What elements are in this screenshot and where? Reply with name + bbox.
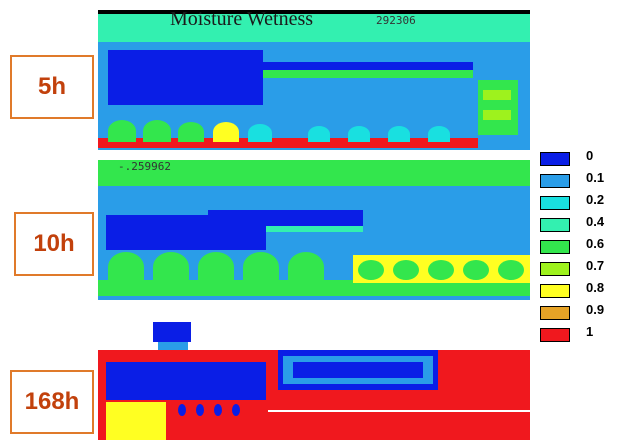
dome — [108, 120, 136, 142]
dome — [428, 126, 450, 142]
legend-swatch — [540, 306, 570, 320]
small-top-block — [153, 322, 191, 342]
bottom-strip — [98, 280, 530, 296]
legend-item: 1 — [540, 324, 626, 346]
legend-item: 0.7 — [540, 258, 626, 280]
time-label-5h: 5h — [10, 55, 94, 119]
small-top-block — [158, 342, 188, 352]
legend-item: 0 — [540, 148, 626, 170]
side-blocks — [478, 80, 518, 135]
side-blocks — [483, 90, 511, 100]
legend-item: 0.6 — [540, 236, 626, 258]
blue-block — [106, 215, 266, 250]
dome — [428, 260, 454, 280]
legend-label: 0.7 — [586, 258, 605, 273]
dome — [198, 252, 234, 282]
time-label-10h: 10h — [14, 212, 94, 276]
legend-item: 0.9 — [540, 302, 626, 324]
dome — [153, 252, 189, 282]
panel-background — [98, 10, 530, 42]
dome — [348, 126, 370, 142]
simulation-panel-10h — [98, 160, 530, 300]
legend-swatch — [540, 240, 570, 254]
legend-item: 0.8 — [540, 280, 626, 302]
dome — [196, 404, 204, 416]
legend-swatch — [540, 328, 570, 342]
simulation-panel-168h — [98, 322, 530, 440]
side-blocks — [483, 110, 511, 120]
dome — [178, 404, 186, 416]
legend-swatch — [540, 218, 570, 232]
red-floor — [268, 412, 530, 440]
dome — [498, 260, 524, 280]
dome — [463, 260, 489, 280]
panel-header-bar — [98, 10, 530, 14]
legend-swatch — [540, 174, 570, 188]
figure-title: Moisture Wetness — [170, 8, 314, 30]
dome — [214, 404, 222, 416]
yellow-zone — [106, 402, 166, 440]
dome — [248, 124, 272, 142]
dome — [213, 122, 239, 142]
legend-item: 0.2 — [540, 192, 626, 214]
legend-swatch — [540, 262, 570, 276]
legend-item: 0.4 — [540, 214, 626, 236]
band — [258, 62, 473, 70]
legend-swatch — [540, 196, 570, 210]
dome — [143, 120, 171, 142]
dome — [388, 126, 410, 142]
band — [208, 226, 363, 232]
legend-label: 0.4 — [586, 214, 605, 229]
dome — [308, 126, 330, 142]
legend-label: 0.9 — [586, 302, 605, 317]
legend-label: 0.8 — [586, 280, 605, 295]
dome — [393, 260, 419, 280]
dome — [243, 252, 279, 282]
simulation-panel-5h — [98, 10, 530, 150]
blue-block — [106, 362, 266, 400]
legend-label: 0.2 — [586, 192, 605, 207]
blue-block — [108, 50, 263, 105]
value-readout-top: 292306 — [376, 14, 416, 27]
dome — [232, 404, 240, 416]
legend-label: 1 — [586, 324, 594, 339]
value-readout-middle: -.259962 — [118, 160, 171, 173]
legend-label: 0.1 — [586, 170, 605, 185]
legend-label: 0 — [586, 148, 594, 163]
legend-swatch — [540, 152, 570, 166]
dome — [108, 252, 144, 282]
inner-chamber — [293, 362, 423, 378]
legend-swatch — [540, 284, 570, 298]
dome — [358, 260, 384, 280]
time-label-168h: 168h — [10, 370, 94, 434]
band — [258, 70, 473, 78]
legend-item: 0.1 — [540, 170, 626, 192]
dome — [288, 252, 324, 282]
top-band — [98, 160, 530, 186]
bottom-strip — [98, 138, 478, 148]
dome — [178, 122, 204, 142]
legend-label: 0.6 — [586, 236, 605, 251]
